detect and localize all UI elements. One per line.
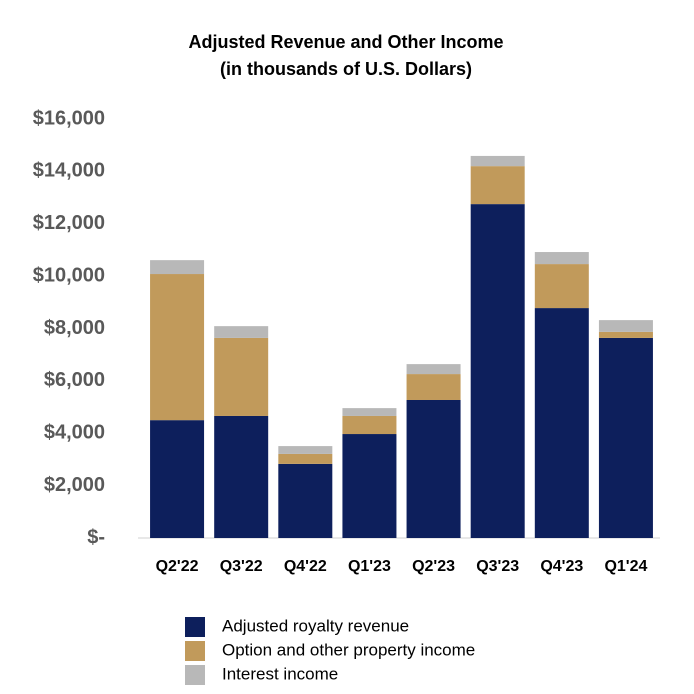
chart-subtitle: (in thousands of U.S. Dollars) xyxy=(220,59,472,79)
bar-segment xyxy=(598,337,653,538)
bar-segment xyxy=(150,274,205,421)
x-tick-label: Q3'23 xyxy=(476,558,519,575)
y-tick-label: $8,000 xyxy=(44,317,105,339)
bar-segment xyxy=(470,155,525,167)
legend-label: Interest income xyxy=(222,664,338,683)
bar-segment xyxy=(598,320,653,332)
bar-segment xyxy=(150,260,205,275)
bar-segment xyxy=(534,252,589,265)
bar-segment xyxy=(406,364,461,375)
legend-label: Option and other property income xyxy=(222,640,475,659)
bar-segment xyxy=(598,331,653,338)
bar-segment xyxy=(342,434,397,538)
bar-segment xyxy=(534,308,589,538)
bar-segment xyxy=(278,463,333,538)
y-tick-label: $- xyxy=(87,526,105,548)
bar-segment xyxy=(406,399,461,538)
bar-segment xyxy=(342,415,397,435)
x-tick-label: Q2'22 xyxy=(156,558,199,575)
x-tick-label: Q4'22 xyxy=(284,558,327,575)
bar-segment xyxy=(534,264,589,309)
bar-segment xyxy=(214,337,269,416)
bar-segment xyxy=(470,166,525,205)
x-tick-label: Q2'23 xyxy=(412,558,455,575)
bar-segment xyxy=(278,446,333,454)
y-tick-label: $2,000 xyxy=(44,474,105,496)
legend-swatch xyxy=(185,641,205,661)
x-tick-label: Q1'23 xyxy=(348,558,391,575)
x-tick-label: Q3'22 xyxy=(220,558,263,575)
bar-segment xyxy=(278,453,333,464)
x-tick-label: Q4'23 xyxy=(540,558,583,575)
y-tick-label: $10,000 xyxy=(33,264,105,286)
x-tick-label: Q1'24 xyxy=(604,558,647,575)
y-tick-label: $6,000 xyxy=(44,369,105,391)
bar-segment xyxy=(150,420,205,538)
bar-segment xyxy=(214,415,269,538)
legend-swatch xyxy=(185,665,205,685)
y-tick-label: $12,000 xyxy=(33,212,105,234)
legend-label: Adjusted royalty revenue xyxy=(222,616,409,635)
bar-segment xyxy=(214,326,269,338)
bar-segment xyxy=(342,408,397,416)
legend-swatch xyxy=(185,617,205,637)
y-tick-label: $14,000 xyxy=(33,160,105,182)
y-tick-label: $16,000 xyxy=(33,107,105,129)
y-tick-label: $4,000 xyxy=(44,422,105,444)
bar-segment xyxy=(470,204,525,538)
bar-segment xyxy=(406,374,461,400)
chart-title: Adjusted Revenue and Other Income xyxy=(188,32,503,52)
